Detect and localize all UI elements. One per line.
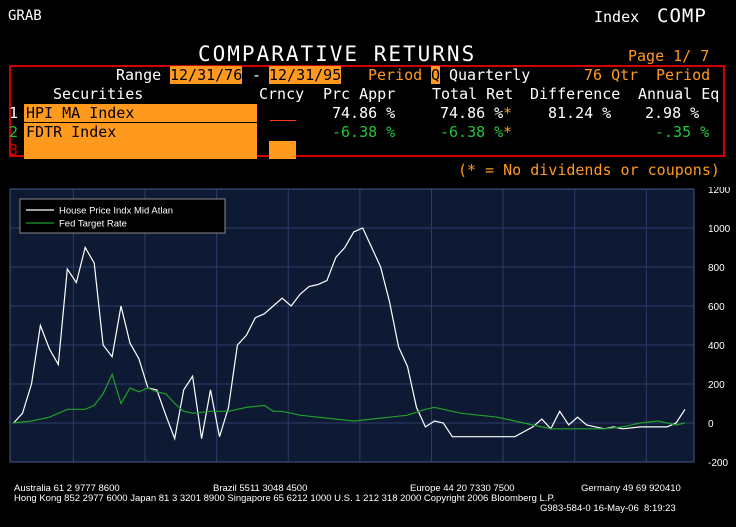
returns-chart: 120010008006004002000-200SEP78SEP80SEP82… — [9, 187, 731, 467]
y-tick-label: 800 — [708, 263, 725, 274]
y-tick-label: 600 — [708, 302, 725, 313]
col-prc-appr: Prc Appr — [323, 85, 396, 103]
footer-germany: Germany 49 69 920410 — [581, 483, 681, 494]
range-label: Range — [116, 66, 162, 84]
page-label: Page 1/ 7 — [628, 47, 709, 65]
qtr-count: 76 Qtr — [584, 66, 639, 84]
page-word: Page — [628, 47, 665, 65]
row-2-security-name: FDTR Index — [26, 123, 117, 141]
y-tick-label: 0 — [708, 419, 714, 430]
row-2-annual-eq: -.35 % — [655, 123, 710, 141]
row-1-annual-eq: 2.98 % — [645, 104, 700, 122]
page-title: COMPARATIVE RETURNS — [198, 42, 477, 66]
row-1-star: * — [503, 104, 513, 122]
page-number[interactable]: 1/ 7 — [673, 47, 710, 65]
legend-entry-2: Fed Target Rate — [59, 219, 127, 230]
period-label-right: Period — [656, 66, 711, 84]
row-2-prc-appr: -6.38 % — [332, 123, 396, 141]
row-1-total-ret: 74.86 % — [440, 104, 504, 122]
row-1-currency-line — [270, 120, 296, 121]
col-securities: Securities — [53, 85, 144, 103]
row-2-security-field[interactable]: FDTR Index — [24, 123, 257, 141]
row-2-star: * — [503, 123, 513, 141]
row-2-number: 2 — [9, 123, 19, 141]
grab-label: GRAB — [8, 8, 42, 24]
col-annual-eq: Annual Eq — [638, 85, 720, 103]
col-crncy: Crncy — [259, 85, 305, 103]
legend-entry-1: House Price Indx Mid Atlan — [59, 206, 173, 217]
period-label: Period — [368, 66, 423, 84]
row-1-security-field[interactable]: HPI MA Index — [24, 104, 257, 122]
footer-australia: Australia 61 2 9777 8600 — [14, 483, 120, 494]
period-code-field[interactable]: Q — [431, 66, 441, 84]
y-tick-label: -200 — [708, 458, 728, 467]
series-line-2 — [13, 372, 686, 430]
range-start-field[interactable]: 12/31/76 — [170, 66, 243, 84]
row-1-difference: 81.24 % — [548, 104, 612, 122]
row-3-security-field[interactable] — [24, 141, 257, 159]
col-total-ret: Total Ret — [432, 85, 514, 103]
row-3-currency-field[interactable] — [269, 141, 296, 159]
legend-box — [19, 198, 226, 234]
footer-brazil: Brazil 5511 3048 4500 — [213, 483, 308, 494]
dividends-note: (* = No dividends or coupons) — [458, 161, 720, 179]
row-1-security-name: HPI MA Index — [26, 104, 135, 122]
index-label: Index — [594, 8, 640, 26]
y-tick-label: 400 — [708, 341, 725, 352]
period-name: Quarterly — [449, 66, 531, 84]
row-1-number: 1 — [9, 104, 19, 122]
footer-timestamp: G983-584-0 16-May-06 8:19:23 — [540, 503, 676, 514]
y-tick-label: 1000 — [708, 224, 731, 235]
plot-border — [9, 188, 695, 463]
footer-contacts: Hong Kong 852 2977 6000 Japan 81 3 3201 … — [14, 493, 556, 504]
range-dash: - — [252, 66, 262, 84]
footer-europe: Europe 44 20 7330 7500 — [410, 483, 515, 494]
row-3-number: 3 — [9, 141, 19, 159]
row-2-total-ret: -6.38 % — [440, 123, 504, 141]
ticker[interactable]: COMP — [657, 5, 707, 27]
col-difference: Difference — [530, 85, 621, 103]
y-tick-label: 200 — [708, 380, 725, 391]
range-end-field[interactable]: 12/31/95 — [269, 66, 342, 84]
returns-panel — [9, 65, 725, 157]
y-tick-label: 1200 — [708, 187, 731, 196]
row-1-prc-appr: 74.86 % — [332, 104, 396, 122]
series-line-1 — [13, 227, 686, 441]
